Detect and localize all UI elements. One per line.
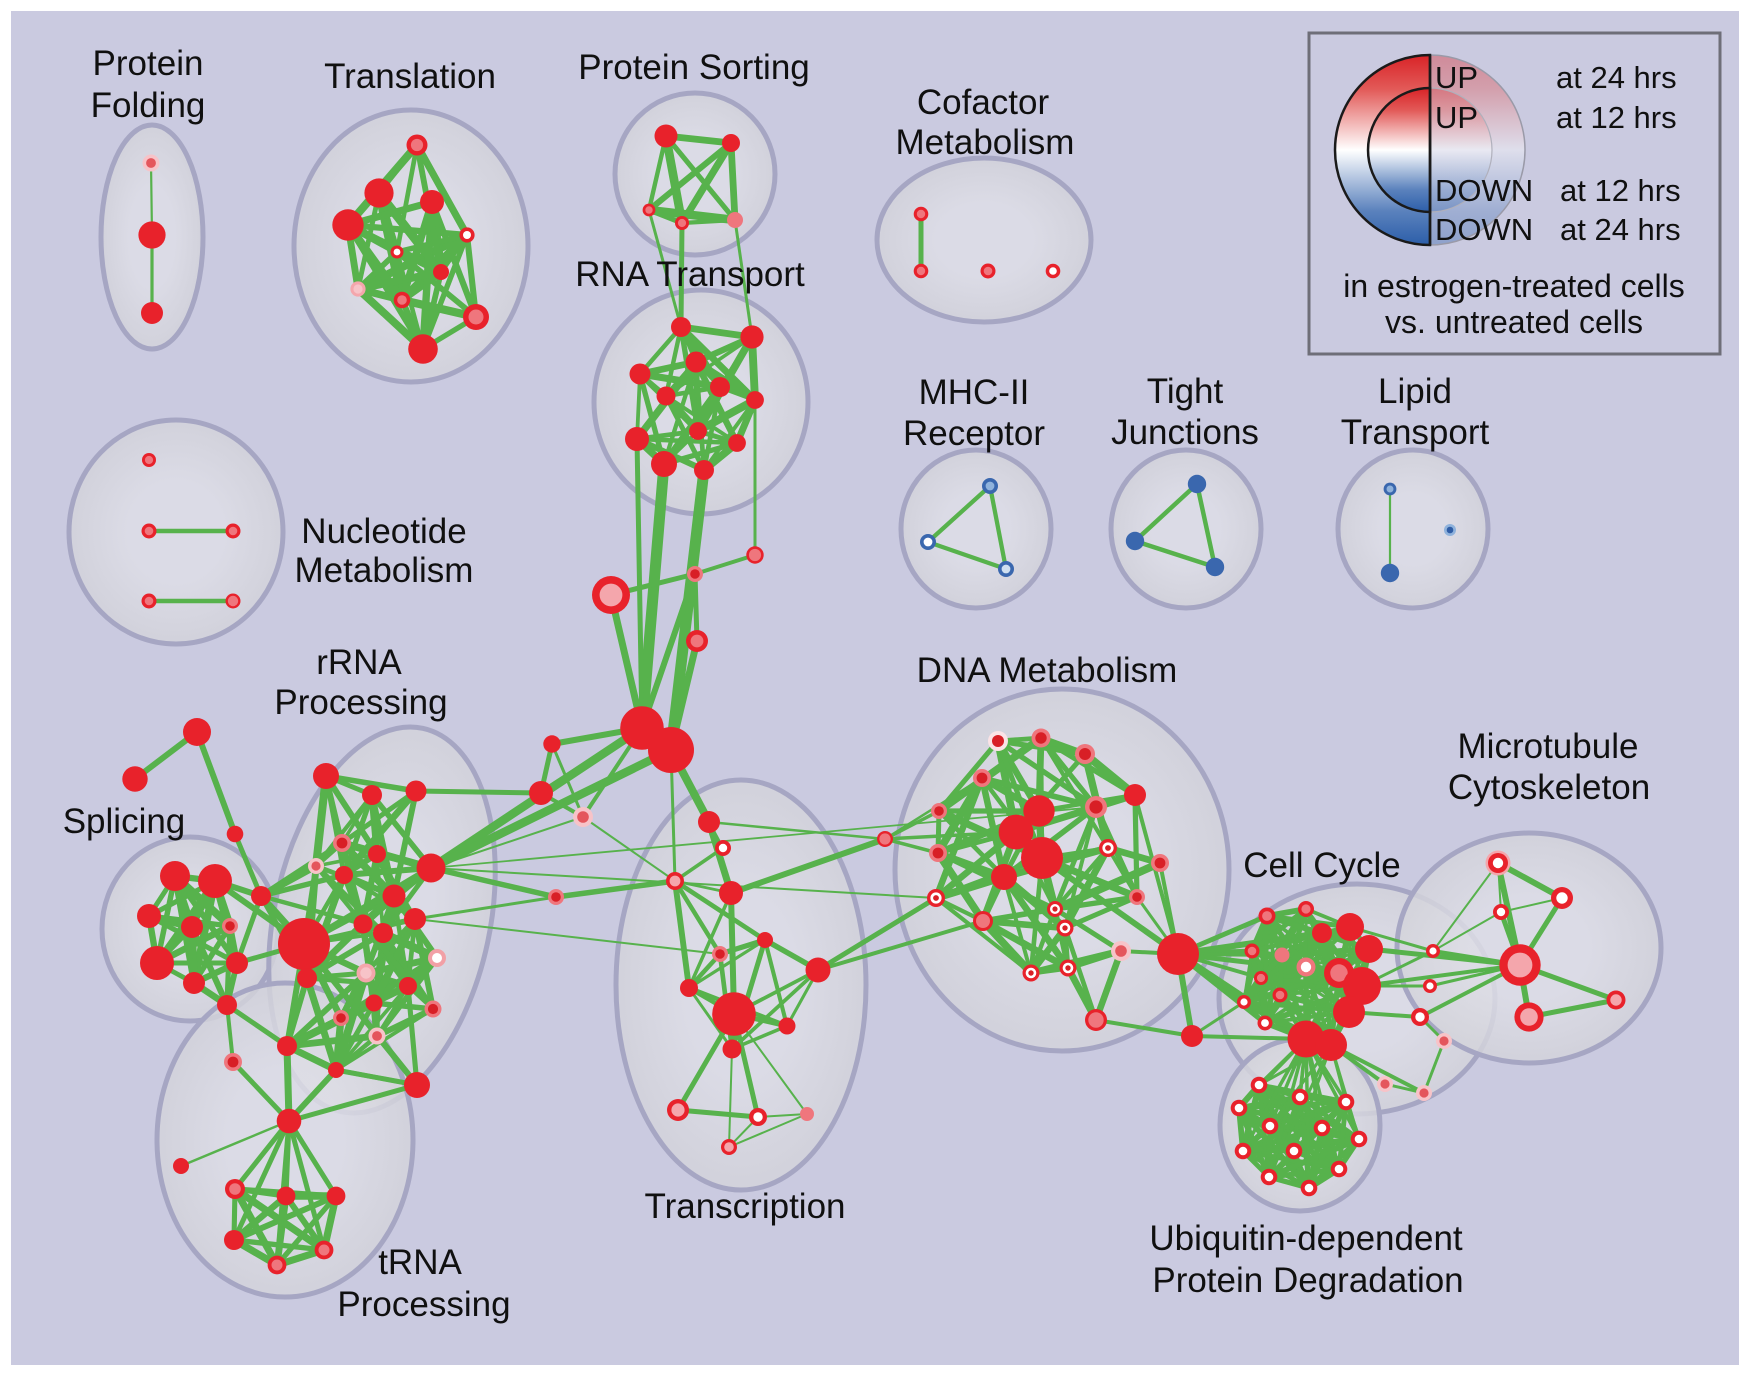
svg-text:DOWN: DOWN xyxy=(1435,173,1533,208)
svg-text:vs. untreated cells: vs. untreated cells xyxy=(1385,304,1643,340)
svg-text:UP: UP xyxy=(1435,100,1478,135)
svg-text:Protein Degradation: Protein Degradation xyxy=(1152,1261,1463,1300)
svg-text:Protein: Protein xyxy=(93,44,204,83)
svg-text:Tight: Tight xyxy=(1147,372,1224,411)
svg-text:Transport: Transport xyxy=(1341,413,1490,452)
svg-text:Ubiquitin-dependent: Ubiquitin-dependent xyxy=(1149,1219,1463,1258)
svg-text:rRNA: rRNA xyxy=(316,643,402,682)
svg-text:Processing: Processing xyxy=(337,1285,510,1324)
svg-text:MHC-II: MHC-II xyxy=(919,373,1030,412)
svg-text:Metabolism: Metabolism xyxy=(896,123,1075,162)
svg-text:Cytoskeleton: Cytoskeleton xyxy=(1448,768,1650,807)
svg-text:DNA Metabolism: DNA Metabolism xyxy=(917,651,1178,690)
svg-text:Microtubule: Microtubule xyxy=(1458,727,1639,766)
svg-text:Processing: Processing xyxy=(274,683,447,722)
svg-text:in estrogen-treated cells: in estrogen-treated cells xyxy=(1343,268,1685,304)
svg-text:Cofactor: Cofactor xyxy=(917,83,1050,122)
svg-text:Translation: Translation xyxy=(324,57,496,96)
svg-text:Folding: Folding xyxy=(91,86,206,125)
svg-text:Junctions: Junctions xyxy=(1111,413,1259,452)
svg-text:RNA Transport: RNA Transport xyxy=(575,255,805,294)
svg-text:Splicing: Splicing xyxy=(63,802,186,841)
svg-text:Transcription: Transcription xyxy=(645,1187,846,1226)
svg-text:at 24 hrs: at 24 hrs xyxy=(1560,212,1681,247)
svg-text:Receptor: Receptor xyxy=(903,414,1045,453)
svg-text:Cell Cycle: Cell Cycle xyxy=(1243,846,1401,885)
svg-text:Metabolism: Metabolism xyxy=(295,551,474,590)
svg-text:Protein Sorting: Protein Sorting xyxy=(578,48,810,87)
svg-text:at 24 hrs: at 24 hrs xyxy=(1556,60,1677,95)
svg-text:UP: UP xyxy=(1435,60,1478,95)
svg-text:tRNA: tRNA xyxy=(378,1243,462,1282)
svg-text:Nucleotide: Nucleotide xyxy=(301,512,466,551)
svg-text:at 12 hrs: at 12 hrs xyxy=(1560,173,1681,208)
svg-text:at 12 hrs: at 12 hrs xyxy=(1556,100,1677,135)
svg-text:Lipid: Lipid xyxy=(1378,372,1452,411)
svg-text:DOWN: DOWN xyxy=(1435,212,1533,247)
